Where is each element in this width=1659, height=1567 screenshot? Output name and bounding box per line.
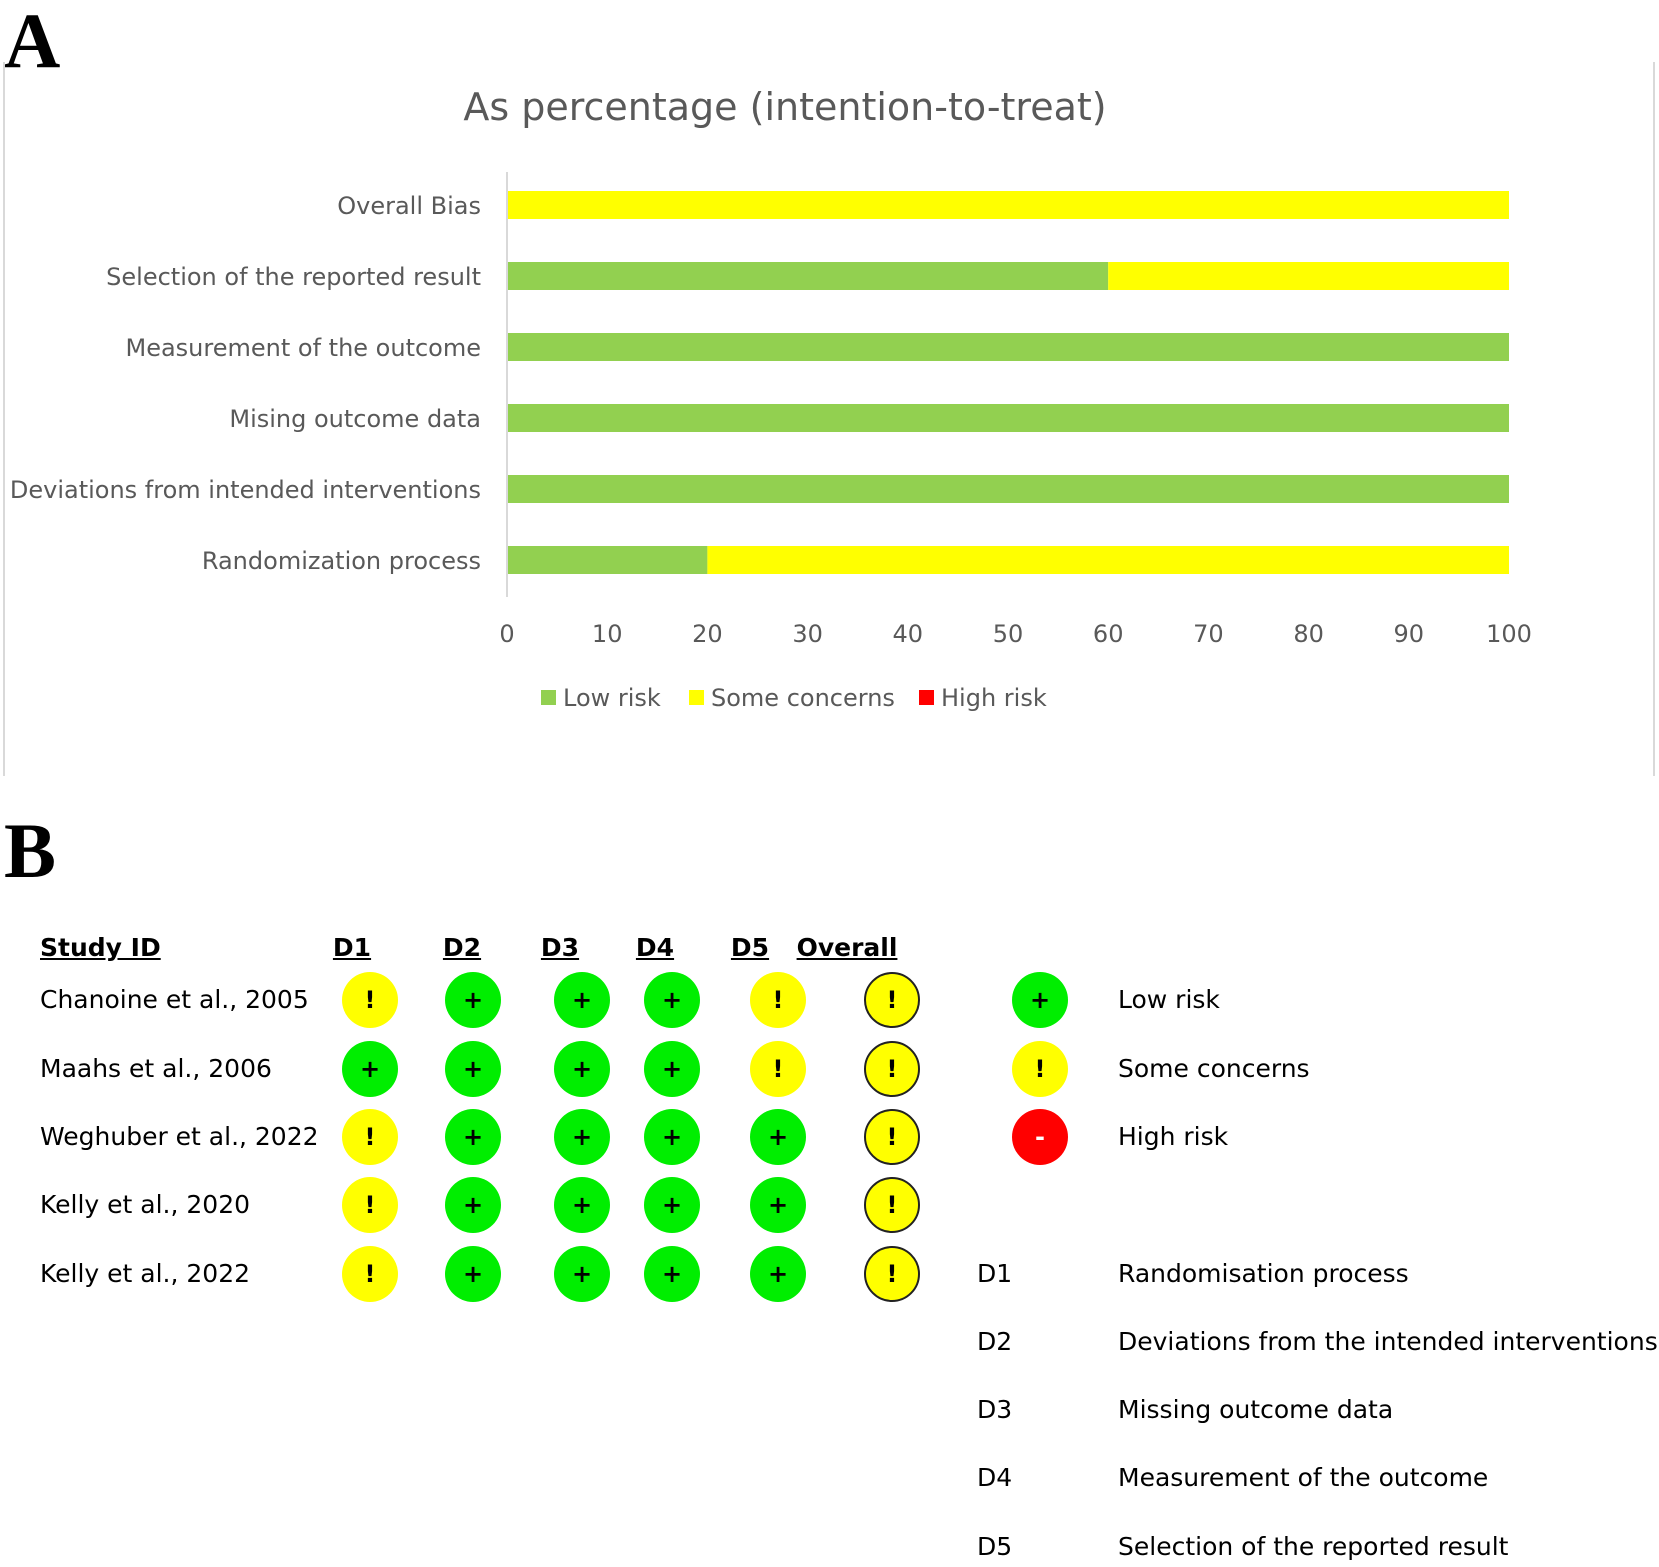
column-header: D2 [442, 933, 482, 962]
domain-judgement-low-icon: + [750, 1177, 806, 1233]
column-header: D5 [730, 933, 770, 962]
chart-legend: Low risk Some concerns High risk [541, 684, 1047, 712]
domain-judgement-low-icon: + [554, 1177, 610, 1233]
column-header: Overall [796, 933, 898, 962]
bar-overall-bias-some-concerns [507, 191, 1509, 219]
overall-judgement-some-icon: ! [864, 972, 920, 1028]
x-tick-label: 40 [893, 620, 924, 648]
column-header: D4 [635, 933, 675, 962]
domain-code: D5 [977, 1532, 1013, 1561]
x-tick-label: 70 [1193, 620, 1224, 648]
domain-judgement-low-icon: + [342, 1041, 398, 1097]
legend-some-icon: ! [1012, 1041, 1068, 1097]
category-label: Deviations from intended interventions [10, 476, 481, 504]
domain-judgement-some-icon: ! [750, 1041, 806, 1097]
chart-frame: As percentage (intention-to-treat) Rando… [3, 62, 1655, 776]
domain-judgement-low-icon: + [644, 1109, 700, 1165]
study-label: Weghuber et al., 2022 [40, 1122, 319, 1151]
domain-description: Selection of the reported result [1118, 1532, 1509, 1561]
domain-judgement-low-icon: + [445, 1246, 501, 1302]
domain-judgement-low-icon: + [445, 1177, 501, 1233]
study-label: Kelly et al., 2022 [40, 1259, 251, 1288]
category-label: Selection of the reported result [106, 263, 481, 291]
domain-judgement-low-icon: + [554, 1041, 610, 1097]
domain-judgement-some-icon: ! [342, 1177, 398, 1233]
domain-judgement-low-icon: + [750, 1109, 806, 1165]
domain-judgement-low-icon: + [554, 1109, 610, 1165]
x-tick-label: 90 [1394, 620, 1425, 648]
domain-judgement-low-icon: + [750, 1246, 806, 1302]
bar-mising-outcome-data-low-risk [507, 404, 1509, 432]
overall-judgement-some-icon: ! [864, 1041, 920, 1097]
category-label: Randomization process [202, 547, 481, 575]
legend-swatch-low-risk [541, 690, 556, 705]
legend-low-icon: + [1012, 972, 1068, 1028]
category-label: Measurement of the outcome [126, 334, 482, 362]
bar-measurement-of-the-outcome-low-risk [507, 333, 1509, 361]
panel-b-label: B [4, 807, 57, 894]
overall-judgement-some-icon: ! [864, 1246, 920, 1302]
study-label: Chanoine et al., 2005 [40, 985, 309, 1014]
domain-description: Randomisation process [1118, 1259, 1409, 1288]
domain-judgement-low-icon: + [644, 972, 700, 1028]
x-tick-label: 20 [692, 620, 723, 648]
bar-selection-of-the-reported-result-low-risk [507, 262, 1109, 290]
x-tick-label: 0 [499, 620, 514, 648]
legend-swatch-some-concerns [689, 690, 704, 705]
domain-judgement-low-icon: + [445, 1109, 501, 1165]
domain-judgement-some-icon: ! [342, 1109, 398, 1165]
legend-label: Low risk [1118, 985, 1220, 1014]
domain-code: D4 [977, 1463, 1013, 1492]
chart-title: As percentage (intention-to-treat) [463, 85, 1106, 129]
legend-label-some-concerns: Some concerns [711, 684, 895, 712]
domain-description: Deviations from the intended interventio… [1118, 1327, 1658, 1356]
domain-judgement-low-icon: + [644, 1041, 700, 1097]
domain-description: Missing outcome data [1118, 1395, 1394, 1424]
column-header: D3 [540, 933, 580, 962]
stacked-bar-chart: As percentage (intention-to-treat) Rando… [10, 85, 1532, 712]
domain-code: D3 [977, 1395, 1013, 1424]
domain-judgement-low-icon: + [644, 1246, 700, 1302]
column-header: D1 [332, 933, 372, 962]
x-tick-labels: 0 10 20 30 40 50 60 70 80 90 100 [499, 620, 1532, 648]
bar-randomization-process-some-concerns [707, 546, 1509, 574]
bar-selection-of-the-reported-result-some-concerns [1108, 262, 1509, 290]
overall-judgement-some-icon: ! [864, 1109, 920, 1165]
bar-randomization-process-low-risk [507, 546, 708, 574]
domain-judgement-low-icon: + [644, 1177, 700, 1233]
legend-high-icon: - [1012, 1109, 1068, 1165]
category-label: Overall Bias [337, 192, 481, 220]
domain-judgement-some-icon: ! [342, 1246, 398, 1302]
domain-judgement-some-icon: ! [342, 972, 398, 1028]
study-label: Maahs et al., 2006 [40, 1054, 272, 1083]
legend-swatch-high-risk [919, 690, 934, 705]
domain-judgement-low-icon: + [445, 972, 501, 1028]
domain-code: D1 [977, 1259, 1013, 1288]
domain-judgement-low-icon: + [554, 972, 610, 1028]
x-tick-label: 10 [592, 620, 623, 648]
x-tick-label: 50 [993, 620, 1024, 648]
bars-layer [507, 191, 1509, 574]
legend-label: Some concerns [1118, 1054, 1310, 1083]
category-labels: Randomization process Deviations from int… [10, 192, 481, 575]
legend-label: High risk [1118, 1122, 1229, 1151]
domain-judgement-some-icon: ! [750, 972, 806, 1028]
legend-label-high-risk: High risk [941, 684, 1047, 712]
bar-deviations-from-intended-interventions-low-risk [507, 475, 1509, 503]
domain-judgement-low-icon: + [445, 1041, 501, 1097]
legend-label-low-risk: Low risk [563, 684, 661, 712]
x-tick-label: 60 [1093, 620, 1124, 648]
overall-judgement-some-icon: ! [864, 1177, 920, 1233]
category-label: Mising outcome data [229, 405, 481, 433]
domain-code: D2 [977, 1327, 1013, 1356]
panel-a-label: A [4, 0, 61, 84]
study-label: Kelly et al., 2020 [40, 1190, 251, 1219]
domain-judgement-low-icon: + [554, 1246, 610, 1302]
domain-description: Measurement of the outcome [1118, 1463, 1489, 1492]
x-tick-label: 80 [1293, 620, 1324, 648]
x-tick-label: 30 [792, 620, 823, 648]
x-tick-label: 100 [1486, 620, 1532, 648]
column-header: Study ID [40, 933, 161, 962]
